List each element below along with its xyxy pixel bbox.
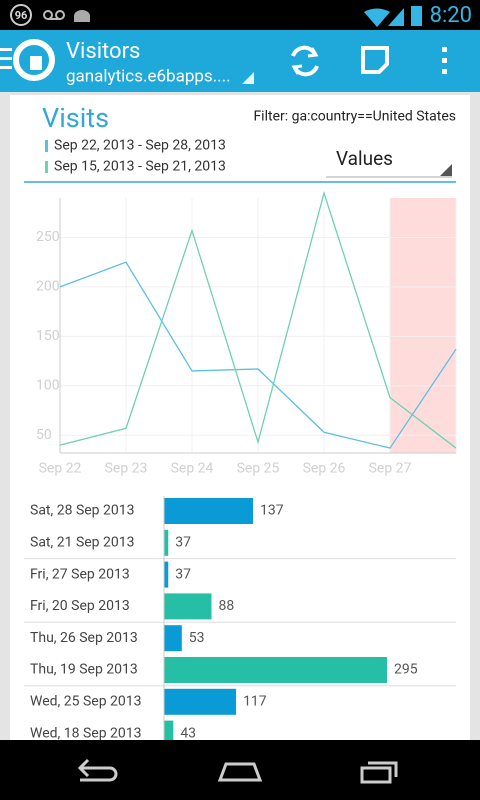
row-date: Wed, 25 Sep 2013: [30, 694, 142, 710]
nav-bar: [0, 740, 480, 800]
app-bar: [0, 30, 480, 92]
y-tick-label: 100: [36, 377, 60, 393]
row-bar: [164, 529, 169, 556]
x-tick-label: Sep 23: [105, 461, 148, 477]
row-date: Thu, 19 Sep 2013: [30, 662, 138, 678]
legend-label: Sep 22, 2013 - Sep 28, 2013: [54, 138, 226, 154]
filter-label: Filter: ga:country==United States: [253, 109, 456, 125]
row-bar: [164, 720, 174, 747]
legend-swatch: [45, 140, 48, 152]
partial-day-highlight: [390, 198, 456, 453]
x-tick-label: Sep 22: [39, 461, 82, 477]
app-icon[interactable]: [0, 39, 55, 81]
row-value: 53: [189, 630, 205, 646]
clock: 8:20: [430, 3, 472, 28]
dropdown-arrow: [440, 164, 452, 176]
note-button[interactable]: [361, 46, 389, 74]
row-value: 295: [394, 662, 418, 678]
legend-swatch: [45, 161, 48, 173]
row-bar: [164, 561, 169, 588]
series-line: [59, 261, 457, 449]
home-button[interactable]: [217, 762, 263, 782]
dropdown-label[interactable]: Values: [336, 147, 393, 170]
back-button[interactable]: [77, 758, 118, 782]
card-title: Visits: [42, 102, 109, 134]
row-value: 37: [175, 535, 191, 551]
series-line: [59, 190, 457, 449]
spinner-arrow: [242, 72, 254, 84]
row-value: 137: [260, 503, 284, 519]
row-bar: [164, 498, 254, 524]
refresh-button[interactable]: [291, 45, 319, 77]
dropdown[interactable]: [326, 146, 454, 178]
row-date: Wed, 18 Sep 2013: [30, 725, 142, 741]
row-bar: [164, 593, 212, 620]
x-tick-label: Sep 26: [303, 461, 346, 477]
row-bar: [164, 688, 237, 715]
row-value: 117: [243, 694, 267, 710]
row-value: 43: [180, 725, 196, 741]
y-tick-label: 150: [36, 328, 60, 344]
row-bar: [164, 657, 387, 683]
x-tick-label: Sep 25: [237, 461, 280, 477]
row-bar: [164, 625, 182, 652]
x-tick-label: Sep 27: [369, 461, 412, 477]
overflow-menu[interactable]: [442, 47, 447, 74]
y-tick-label: 50: [36, 427, 52, 443]
y-tick-label: 250: [36, 229, 60, 245]
wifi-icon: [364, 8, 390, 28]
y-tick-label: 200: [36, 279, 60, 295]
row-date: Thu, 26 Sep 2013: [30, 630, 138, 646]
signal-icon: [388, 8, 404, 26]
row-date: Fri, 20 Sep 2013: [30, 598, 130, 614]
row-date: Fri, 27 Sep 2013: [30, 566, 130, 582]
legend-label: Sep 15, 2013 - Sep 21, 2013: [54, 159, 226, 175]
battery-icon: [411, 6, 422, 26]
battery-percent: 96: [15, 9, 28, 22]
android-icon: [74, 10, 90, 22]
row-value: 37: [175, 566, 191, 582]
row-value: 88: [218, 598, 234, 614]
app-title: Visitors: [66, 39, 140, 64]
battery-badge: [10, 4, 32, 26]
row-date: Sat, 28 Sep 2013: [30, 503, 135, 519]
voicemail-icon: [43, 10, 65, 20]
x-tick-label: Sep 24: [171, 461, 214, 477]
row-date: Sat, 21 Sep 2013: [30, 535, 135, 551]
recents-button[interactable]: [360, 761, 398, 784]
account-spinner[interactable]: ganalytics.e6bapps....: [66, 66, 231, 86]
status-bar: [0, 0, 480, 30]
